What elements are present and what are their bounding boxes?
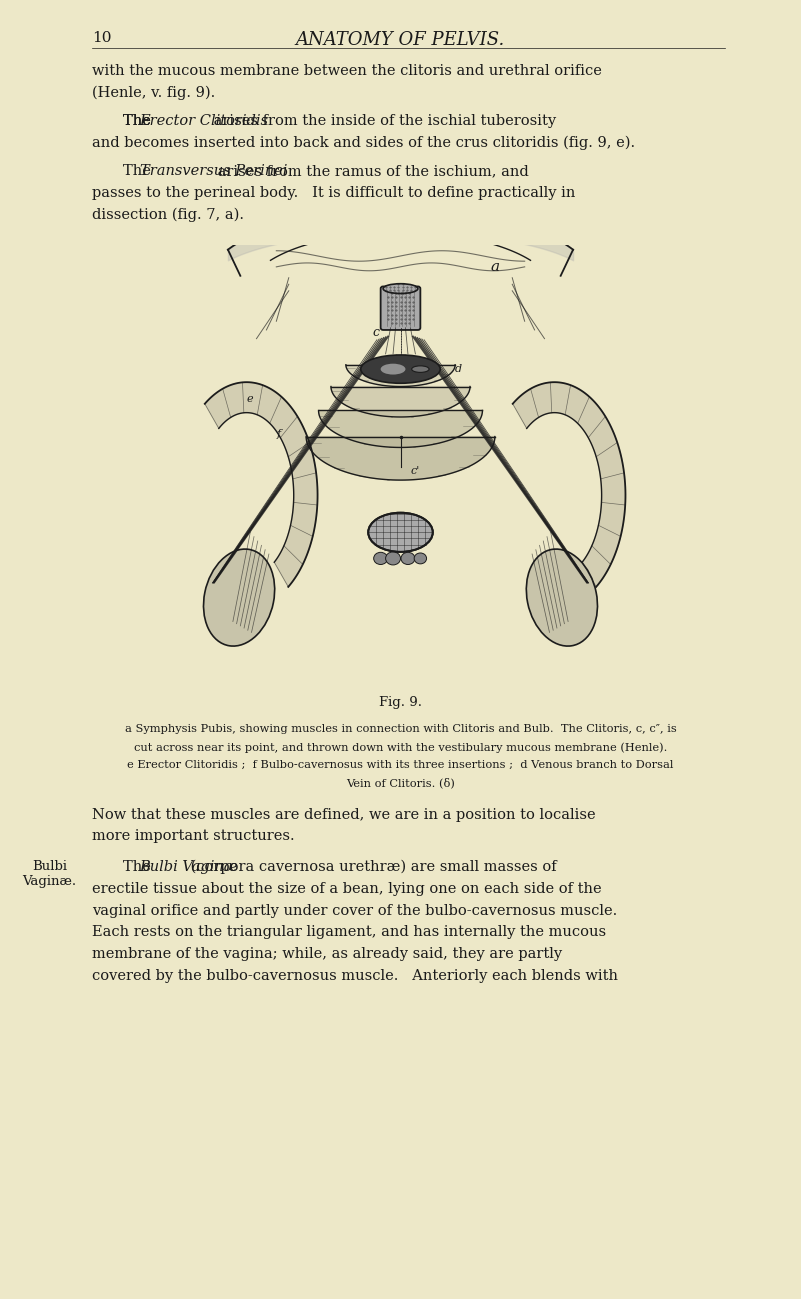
Polygon shape xyxy=(205,382,317,587)
Text: arises from the inside of the ischial tuberosity: arises from the inside of the ischial tu… xyxy=(209,114,556,127)
Text: Each rests on the triangular ligament, and has internally the mucous: Each rests on the triangular ligament, a… xyxy=(92,925,606,939)
Text: ANATOMY OF PELVIS.: ANATOMY OF PELVIS. xyxy=(296,31,505,49)
Ellipse shape xyxy=(203,549,275,646)
Text: covered by the bulbo-cavernosus muscle.   Anteriorly each blends with: covered by the bulbo-cavernosus muscle. … xyxy=(92,969,618,983)
Polygon shape xyxy=(306,436,495,481)
Ellipse shape xyxy=(360,355,441,383)
Ellipse shape xyxy=(412,366,429,373)
Ellipse shape xyxy=(368,513,433,552)
Text: f: f xyxy=(276,429,280,439)
Polygon shape xyxy=(319,410,482,447)
Text: Now that these muscles are defined, we are in a position to localise: Now that these muscles are defined, we a… xyxy=(92,808,596,821)
Text: passes to the perineal body.   It is difficult to define practically in: passes to the perineal body. It is diffi… xyxy=(92,186,575,200)
Text: erectile tissue about the size of a bean, lying one on each side of the: erectile tissue about the size of a bean… xyxy=(92,882,602,896)
Text: c': c' xyxy=(410,465,420,475)
Polygon shape xyxy=(513,382,626,587)
Text: c: c xyxy=(372,326,379,339)
Text: The: The xyxy=(123,860,155,874)
Text: more important structures.: more important structures. xyxy=(92,829,295,843)
Text: cut across near its point, and thrown down with the vestibulary mucous membrane : cut across near its point, and thrown do… xyxy=(134,742,667,752)
Text: The: The xyxy=(123,114,155,127)
Text: Bulbi Vaginæ: Bulbi Vaginæ xyxy=(139,860,238,874)
Text: Bulbi
Vaginæ.: Bulbi Vaginæ. xyxy=(22,860,77,889)
Polygon shape xyxy=(346,365,455,387)
Text: e: e xyxy=(247,394,253,404)
Text: a: a xyxy=(490,260,499,274)
Text: and becomes inserted into back and sides of the crus clitoridis (fig. 9, e).: and becomes inserted into back and sides… xyxy=(92,135,635,151)
Ellipse shape xyxy=(383,283,418,294)
Text: Fig. 9.: Fig. 9. xyxy=(379,696,422,709)
Text: (corpora cavernosa urethræ) are small masses of: (corpora cavernosa urethræ) are small ma… xyxy=(186,860,557,874)
Text: Erector Clitoridis: Erector Clitoridis xyxy=(139,114,268,127)
Text: 10: 10 xyxy=(92,31,111,45)
Ellipse shape xyxy=(380,364,405,374)
Circle shape xyxy=(401,552,415,565)
Circle shape xyxy=(374,552,388,565)
Text: The: The xyxy=(123,164,155,178)
Text: dissection (fig. 7, a).: dissection (fig. 7, a). xyxy=(92,208,244,222)
Text: membrane of the vagina; while, as already said, they are partly: membrane of the vagina; while, as alread… xyxy=(92,947,562,961)
Text: vaginal orifice and partly under cover of the bulbo-cavernosus muscle.: vaginal orifice and partly under cover o… xyxy=(92,904,618,917)
Text: d: d xyxy=(455,364,462,374)
Circle shape xyxy=(414,553,427,564)
Text: (Henle, v. fig. 9).: (Henle, v. fig. 9). xyxy=(92,86,215,100)
Text: with the mucous membrane between the clitoris and urethral orifice: with the mucous membrane between the cli… xyxy=(92,64,602,78)
Circle shape xyxy=(385,552,400,565)
Text: Transversus Perinei: Transversus Perinei xyxy=(139,164,287,178)
Text: The: The xyxy=(123,114,155,127)
Ellipse shape xyxy=(526,549,598,646)
Polygon shape xyxy=(331,387,470,417)
Text: e Erector Clitoridis ;  f Bulbo-cavernosus with its three insertions ;  d Venous: e Erector Clitoridis ; f Bulbo-cavernosu… xyxy=(127,760,674,769)
Text: arises from the ramus of the ischium, and: arises from the ramus of the ischium, an… xyxy=(213,164,529,178)
FancyBboxPatch shape xyxy=(380,287,421,330)
Text: Vein of Clitoris. (δ): Vein of Clitoris. (δ) xyxy=(346,777,455,787)
Text: a Symphysis Pubis, showing muscles in connection with Clitoris and Bulb.  The Cl: a Symphysis Pubis, showing muscles in co… xyxy=(125,725,676,734)
